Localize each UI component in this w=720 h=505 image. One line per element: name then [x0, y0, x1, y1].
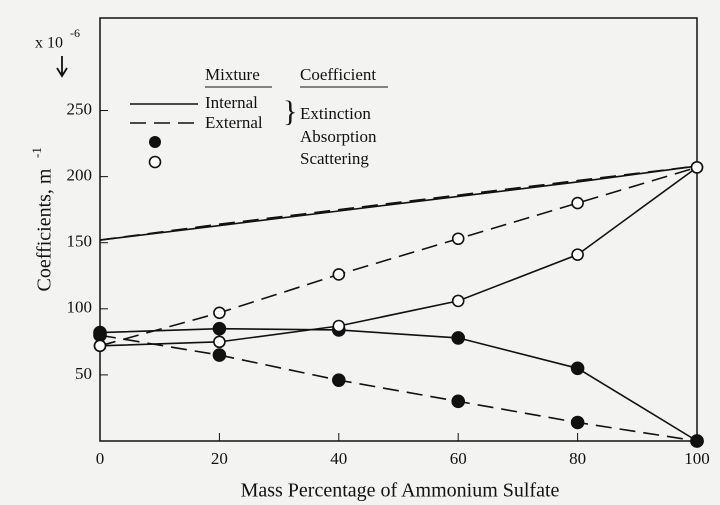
point — [332, 319, 346, 333]
legend-label: Extinction — [300, 104, 371, 123]
point — [93, 328, 107, 343]
point — [213, 306, 226, 320]
brace: } — [283, 95, 297, 128]
point — [212, 348, 227, 362]
point — [93, 339, 107, 353]
legend-label: External — [205, 113, 263, 132]
y-tick-label: 200 — [67, 166, 93, 185]
x-tick-label: 0 — [96, 449, 105, 468]
point — [451, 394, 466, 409]
legend-marker-open — [148, 155, 162, 169]
y-axis-label-group: Coefficients, m -1 — [29, 147, 56, 291]
point — [331, 373, 346, 387]
legend-label: Internal — [205, 93, 258, 112]
x-tick-label: 20 — [211, 449, 228, 468]
legend-header: Mixture — [205, 65, 260, 84]
y-axis-label-exponent: -1 — [29, 147, 44, 158]
x-tick-label: 80 — [569, 449, 586, 468]
point — [451, 232, 465, 246]
plot-frame — [99, 17, 698, 442]
y-tick-label: 150 — [67, 232, 93, 251]
y-tick-label: 50 — [75, 364, 92, 383]
y-scale-label: x 10 — [35, 35, 63, 52]
series-line — [99, 334, 698, 442]
y-axis-label: Coefficients, m — [34, 168, 56, 291]
y-scale-exponent: -6 — [70, 26, 80, 40]
legend-label: Scattering — [300, 149, 369, 168]
x-tick-label: 40 — [330, 449, 347, 468]
point — [570, 361, 585, 376]
x-tick-label: 60 — [450, 449, 467, 468]
series-line — [99, 165, 698, 241]
legend-marker-filled — [149, 136, 161, 148]
series-line — [99, 327, 698, 442]
point — [570, 415, 585, 430]
point — [212, 321, 227, 336]
legend-header: Coefficient — [300, 65, 376, 84]
series-line — [99, 166, 698, 347]
series-line — [99, 166, 698, 347]
x-tick-label: 100 — [684, 449, 710, 468]
point — [690, 434, 704, 448]
point — [451, 294, 465, 308]
legend-label: Absorption — [300, 127, 377, 146]
point — [690, 161, 704, 174]
y-tick-label: 100 — [67, 298, 93, 317]
y-tick-label: 250 — [67, 99, 93, 118]
x-axis-label: Mass Percentage of Ammonium Sulfate — [241, 480, 560, 502]
point — [213, 335, 226, 349]
point — [332, 268, 346, 281]
point — [571, 196, 584, 210]
scale-arrow — [56, 56, 68, 78]
series-line — [99, 165, 698, 241]
point — [571, 248, 584, 261]
point — [451, 331, 466, 345]
